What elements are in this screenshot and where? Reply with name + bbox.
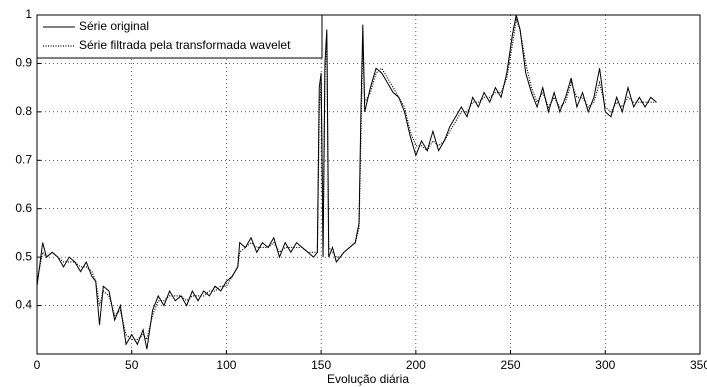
x-tick-label: 300 [595,358,615,372]
x-tick-label: 250 [501,358,521,372]
x-tick-label: 350 [690,358,707,372]
series-line [36,17,657,341]
series-line [36,14,657,350]
x-tick-label: 200 [406,358,426,372]
x-tick-label: 50 [125,358,139,372]
x-tick-label: 0 [34,358,41,372]
legend-box [36,14,323,59]
x-tick-label: 100 [216,358,236,372]
x-tick-label: 150 [311,358,331,372]
y-tick-label: 1 [25,7,32,21]
x-axis-label: Evolução diária [327,372,409,386]
y-tick-label: 0.9 [15,56,32,70]
legend-label: Série original [79,19,149,33]
y-tick-label: 0.8 [15,104,32,118]
y-tick-label: 0.6 [15,201,32,215]
y-tick-label: 0.5 [15,249,32,263]
y-tick-label: 0.7 [15,152,32,166]
legend-label: Série filtrada pela transformada wavelet [79,38,291,52]
plot-frame [36,14,701,355]
y-tick-label: 0.4 [15,298,32,312]
